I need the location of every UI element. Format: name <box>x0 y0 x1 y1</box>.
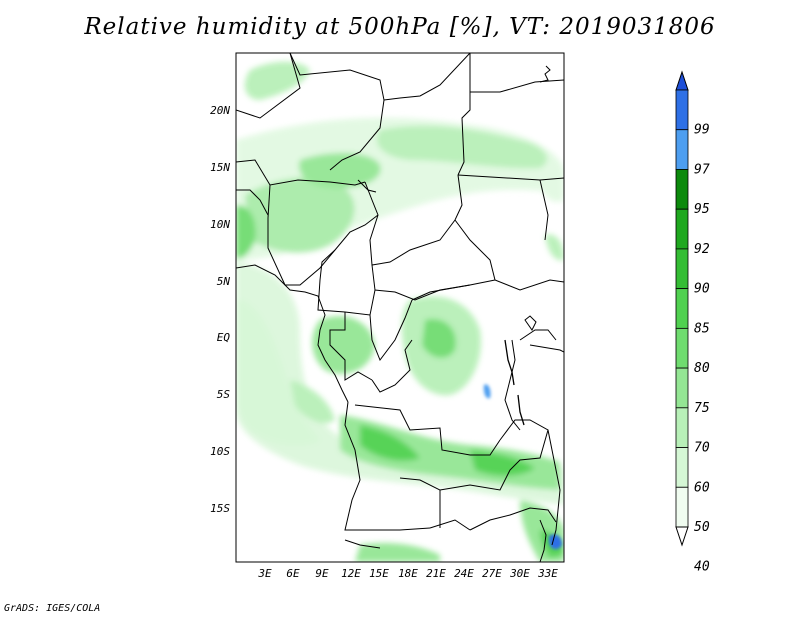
colorbar-swatch <box>675 208 689 250</box>
lon-tick-label: 33E <box>537 567 558 580</box>
colorbar-level-label: 50 <box>694 520 710 535</box>
colorbar-bottom-arrow <box>675 526 689 547</box>
colorbar-swatch <box>675 407 689 448</box>
colorbar-level-label: 92 <box>694 242 710 257</box>
lon-tick-label: 27E <box>482 567 502 580</box>
lon-tick-label: 15E <box>369 567 389 580</box>
colorbar: 99 97 95 92 90 85 80 75 70 60 50 40 <box>675 70 710 575</box>
grads-credit: GrADS: IGES/COLA <box>4 603 101 614</box>
colorbar-level-label: 95 <box>694 202 710 217</box>
colorbar-swatch <box>675 248 689 290</box>
colorbar-swatch <box>675 486 689 528</box>
lon-tick-label: 24E <box>454 567 474 580</box>
map-title: Relative humidity at 500hPa [%], VT: 201… <box>84 14 716 40</box>
lat-tick-label: 5N <box>217 275 231 288</box>
colorbar-top-arrow <box>675 70 689 91</box>
colorbar-swatch <box>675 89 689 131</box>
lat-tick-label: 10N <box>210 218 230 231</box>
lon-tick-label: 12E <box>341 567 361 580</box>
colorbar-level-label: 85 <box>694 321 710 336</box>
lon-tick-label: 3E <box>257 567 272 580</box>
colorbar-swatch <box>675 447 689 488</box>
colorbar-level-label: 40 <box>694 560 710 575</box>
lon-axis: 3E 6E 9E 12E 15E 18E 21E 24E 27E 30E 33E <box>257 567 558 580</box>
colorbar-swatch <box>675 169 689 210</box>
colorbar-swatch <box>675 367 689 409</box>
lat-axis: 20N 15N 10N 5N EQ 5S 10S 15S <box>210 104 230 515</box>
colorbar-level-label: 60 <box>694 480 710 495</box>
lat-tick-label: 10S <box>210 445 230 458</box>
lat-tick-label: EQ <box>217 331 231 344</box>
colorbar-level-label: 70 <box>694 441 710 456</box>
lat-tick-label: 5S <box>217 388 231 401</box>
humidity-shading <box>236 53 564 562</box>
country-borders <box>236 53 564 562</box>
lon-tick-label: 30E <box>509 567 530 580</box>
lat-tick-label: 15S <box>210 502 230 515</box>
lon-tick-label: 6E <box>286 567 300 580</box>
colorbar-swatch <box>675 327 689 369</box>
colorbar-level-label: 99 <box>694 123 710 138</box>
lat-tick-label: 15N <box>210 161 230 174</box>
lon-tick-label: 9E <box>315 567 329 580</box>
lat-tick-label: 20N <box>210 104 230 117</box>
colorbar-level-label: 90 <box>694 282 710 297</box>
colorbar-level-label: 75 <box>694 401 710 416</box>
lon-tick-label: 21E <box>426 567 446 580</box>
colorbar-level-label: 80 <box>694 361 710 376</box>
map-frame <box>235 52 565 563</box>
colorbar-swatch <box>675 288 689 329</box>
colorbar-swatch <box>675 129 689 170</box>
colorbar-level-label: 97 <box>694 162 710 177</box>
lon-tick-label: 18E <box>398 567 418 580</box>
